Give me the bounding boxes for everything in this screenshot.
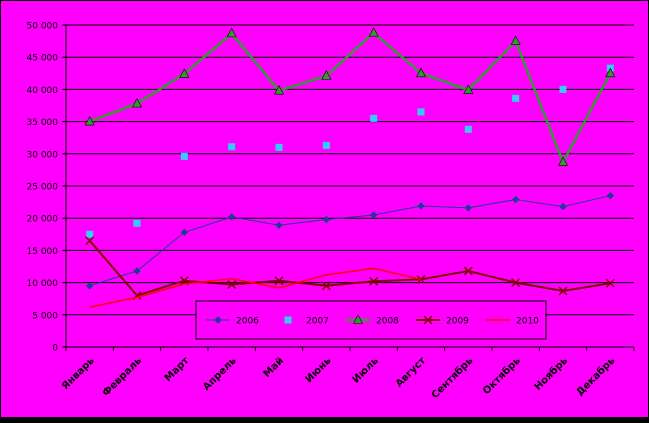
- data-point: [417, 202, 425, 210]
- y-tick-label: 10 000: [27, 279, 59, 289]
- data-point: [86, 230, 94, 238]
- data-point: [275, 221, 283, 229]
- x-tick-label: Июнь: [304, 355, 334, 385]
- data-point: [558, 286, 568, 296]
- data-point: [226, 27, 237, 38]
- data-point: [369, 276, 379, 286]
- series-2010: [89, 267, 422, 308]
- series-group: [84, 27, 616, 308]
- data-point: [322, 141, 330, 149]
- y-tick-label: 20 000: [27, 215, 59, 225]
- series-2006: [85, 191, 615, 290]
- data-point: [274, 276, 284, 286]
- data-point: [559, 85, 567, 93]
- x-tick-label: Май: [262, 355, 287, 380]
- data-point: [180, 152, 188, 160]
- data-point: [558, 156, 568, 166]
- series-line: [89, 195, 611, 287]
- legend-label: 2009: [446, 317, 469, 327]
- data-point: [85, 282, 94, 290]
- y-tick-label: 35 000: [27, 118, 59, 128]
- data-point: [84, 115, 95, 126]
- x-tick-label: Февраль: [101, 355, 145, 399]
- data-point: [132, 97, 142, 108]
- data-point: [370, 114, 378, 122]
- data-point: [510, 35, 521, 45]
- data-point: [463, 84, 474, 94]
- x-tick-label: Апрель: [201, 355, 239, 393]
- x-tick-label: Июль: [351, 355, 381, 385]
- x-tick-label: Январь: [60, 355, 97, 392]
- data-point: [275, 143, 283, 151]
- data-point: [369, 211, 378, 219]
- series-line: [89, 31, 612, 166]
- legend-label: 2006: [236, 317, 259, 327]
- data-point: [227, 213, 236, 221]
- x-tick-label: Март: [163, 355, 192, 384]
- data-point: [416, 67, 426, 78]
- data-point: [321, 70, 332, 80]
- data-point: [322, 215, 331, 224]
- gridlines: [66, 24, 634, 316]
- x-tick-label: Август: [394, 355, 428, 389]
- y-tick-label: 45 000: [27, 54, 59, 64]
- data-point: [214, 316, 222, 324]
- y-tick-label: 25 000: [27, 183, 59, 193]
- y-tick-label: 0: [52, 344, 58, 354]
- data-point: [179, 68, 190, 78]
- series-line: [89, 267, 422, 308]
- series-line: [88, 240, 611, 297]
- data-point: [463, 266, 473, 276]
- data-point: [368, 27, 379, 37]
- data-point: [605, 67, 616, 78]
- data-point: [284, 316, 292, 324]
- legend-label: 2010: [516, 317, 539, 327]
- legend-label: 2008: [376, 317, 399, 327]
- x-tick-label: Ноябрь: [532, 355, 570, 393]
- y-tick-label: 40 000: [27, 86, 59, 96]
- data-point: [85, 236, 95, 246]
- data-point: [464, 125, 472, 133]
- y-tick-label: 50 000: [27, 22, 59, 32]
- x-tick-label: Сентябрь: [429, 355, 475, 401]
- series-2008: [84, 27, 616, 166]
- data-point: [228, 143, 236, 151]
- data-point: [512, 94, 520, 102]
- y-tick-label: 5 000: [32, 311, 58, 321]
- data-point: [133, 267, 141, 275]
- data-point: [559, 202, 567, 211]
- data-point: [321, 281, 331, 291]
- data-point: [511, 278, 521, 288]
- data-point: [274, 85, 284, 95]
- data-point: [423, 315, 433, 325]
- data-point: [464, 204, 473, 212]
- x-tick-label: Декабрь: [574, 355, 618, 399]
- x-tick-label: Октябрь: [480, 355, 522, 397]
- data-point: [133, 219, 141, 227]
- data-point: [511, 195, 520, 204]
- y-tick-label: 15 000: [27, 247, 59, 257]
- data-point: [417, 108, 425, 116]
- legend-label: 2007: [306, 317, 329, 327]
- legend: 2006 2007 2008 2009 2010: [195, 300, 547, 340]
- data-point: [353, 314, 363, 324]
- data-point: [605, 278, 615, 288]
- data-point: [606, 191, 615, 200]
- data-point: [180, 228, 189, 237]
- data-point: [227, 280, 237, 290]
- y-tick-label: 30 000: [27, 150, 59, 160]
